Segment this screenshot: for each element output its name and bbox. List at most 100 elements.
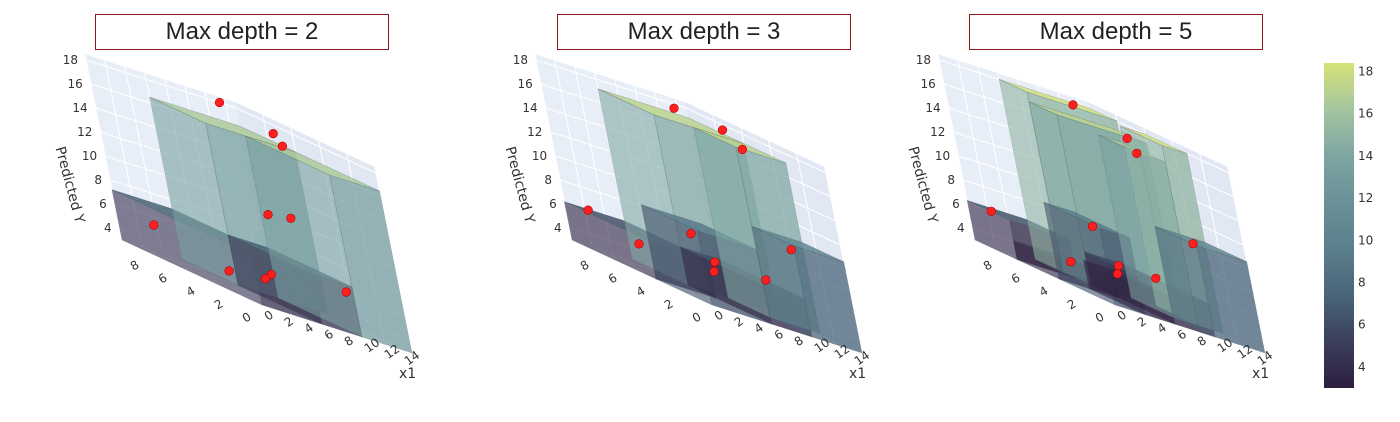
z-tick-label: 10 bbox=[532, 149, 547, 163]
data-point bbox=[761, 275, 771, 285]
z-tick-label: 8 bbox=[94, 173, 102, 187]
x-tick-label: 6 bbox=[1175, 327, 1189, 343]
z-tick-label: 16 bbox=[68, 77, 83, 91]
surface-region bbox=[245, 135, 413, 354]
colorbar-tick-label: 14 bbox=[1358, 149, 1373, 163]
colorbar-tick-label: 12 bbox=[1358, 191, 1373, 205]
data-point bbox=[1087, 221, 1098, 231]
data-point bbox=[1122, 133, 1132, 143]
data-point bbox=[686, 229, 696, 239]
z-tick-label: 16 bbox=[921, 77, 936, 91]
x-tick-label: 6 bbox=[322, 327, 336, 343]
z-tick-label: 8 bbox=[544, 173, 552, 187]
data-point bbox=[224, 266, 234, 276]
y-tick-label: 6 bbox=[1009, 270, 1023, 286]
y-tick-label: 2 bbox=[212, 296, 226, 312]
x-tick-label: 4 bbox=[302, 320, 316, 336]
x-tick-label: 2 bbox=[1135, 314, 1149, 330]
colorbar-gradient bbox=[1324, 63, 1354, 388]
data-point bbox=[717, 125, 728, 135]
data-point bbox=[1112, 269, 1123, 279]
y-tick-label: 0 bbox=[690, 309, 704, 325]
data-point bbox=[709, 266, 719, 277]
z-tick-label: 18 bbox=[513, 53, 528, 67]
data-point bbox=[583, 205, 593, 215]
y-tick-label: 0 bbox=[1093, 309, 1107, 325]
z-tick-label: 10 bbox=[935, 149, 950, 163]
colorbar-tick-label: 16 bbox=[1358, 107, 1373, 121]
x-tick-label: 8 bbox=[342, 333, 356, 349]
z-tick-label: 4 bbox=[554, 221, 562, 235]
y-tick-label: 0 bbox=[240, 309, 254, 325]
x-axis-title: x1 bbox=[399, 366, 416, 382]
colorbar-tick-label: 4 bbox=[1358, 360, 1366, 374]
y-tick-label: 2 bbox=[1065, 296, 1079, 312]
data-point bbox=[341, 287, 351, 297]
colorbar: 4 6 8 10 12 14 16 18 bbox=[1324, 63, 1373, 388]
data-point bbox=[1151, 273, 1161, 283]
z-tick-label: 14 bbox=[522, 101, 537, 115]
z-tick-label: 6 bbox=[549, 197, 557, 211]
y-tick-label: 2 bbox=[662, 296, 676, 312]
data-point bbox=[286, 213, 296, 223]
y-tick-label: 8 bbox=[128, 257, 142, 273]
data-point bbox=[260, 274, 271, 284]
title-box-depth-2: Max depth = 2 bbox=[95, 14, 389, 50]
x-tick-label: 6 bbox=[772, 327, 786, 343]
z-tick-label: 4 bbox=[957, 221, 965, 235]
y-tick-label: 6 bbox=[606, 270, 620, 286]
title-box-depth-5: Max depth = 5 bbox=[969, 14, 1263, 50]
colorbar-tick-label: 18 bbox=[1358, 64, 1373, 78]
z-tick-label: 10 bbox=[82, 149, 97, 163]
data-point bbox=[214, 97, 225, 108]
data-point bbox=[1113, 261, 1124, 271]
colorbar-tick-label: 10 bbox=[1358, 233, 1373, 247]
colorbar-tick-label: 8 bbox=[1358, 275, 1366, 289]
z-tick-label: 12 bbox=[930, 125, 945, 139]
x-tick-label: 2 bbox=[282, 314, 296, 330]
z-tick-label: 18 bbox=[63, 53, 78, 67]
data-point bbox=[1132, 148, 1142, 158]
y-tick-label: 8 bbox=[578, 257, 592, 273]
z-tick-label: 12 bbox=[527, 125, 542, 139]
y-tick-label: 6 bbox=[156, 270, 170, 286]
x-tick-label: 0 bbox=[1115, 308, 1129, 324]
x-tick-label: 0 bbox=[262, 308, 276, 324]
z-tick-label: 4 bbox=[104, 221, 112, 235]
data-point bbox=[149, 220, 159, 230]
surface-region bbox=[1154, 225, 1266, 354]
data-point bbox=[1068, 100, 1078, 110]
x-tick-label: 0 bbox=[712, 308, 726, 324]
z-tick-label: 16 bbox=[518, 77, 533, 91]
z-tick-label: 14 bbox=[72, 101, 87, 115]
x-tick-label: 4 bbox=[752, 320, 766, 336]
y-tick-label: 8 bbox=[981, 257, 995, 273]
x-tick-label: 8 bbox=[792, 333, 806, 349]
title-box-depth-3: Max depth = 3 bbox=[557, 14, 851, 50]
z-tick-label: 12 bbox=[77, 125, 92, 139]
y-tick-label: 4 bbox=[1037, 283, 1051, 299]
surface-region bbox=[751, 225, 863, 354]
x-axis-title: x1 bbox=[849, 366, 866, 382]
z-tick-label: 6 bbox=[99, 197, 107, 211]
data-point bbox=[786, 245, 796, 255]
data-point bbox=[986, 206, 996, 216]
data-point bbox=[263, 210, 273, 220]
x-tick-label: 4 bbox=[1155, 320, 1169, 336]
data-point bbox=[634, 239, 644, 249]
data-point bbox=[710, 257, 720, 267]
data-point bbox=[1188, 239, 1198, 249]
x-axis-title: x1 bbox=[1252, 366, 1269, 382]
z-tick-label: 18 bbox=[916, 53, 931, 67]
x-tick-label: 2 bbox=[732, 314, 746, 330]
z-tick-label: 6 bbox=[952, 197, 960, 211]
colorbar-tick-label: 6 bbox=[1358, 318, 1366, 332]
x-tick-label: 8 bbox=[1195, 333, 1209, 349]
data-point bbox=[669, 103, 679, 113]
y-tick-label: 4 bbox=[634, 283, 648, 299]
data-point bbox=[737, 144, 748, 154]
